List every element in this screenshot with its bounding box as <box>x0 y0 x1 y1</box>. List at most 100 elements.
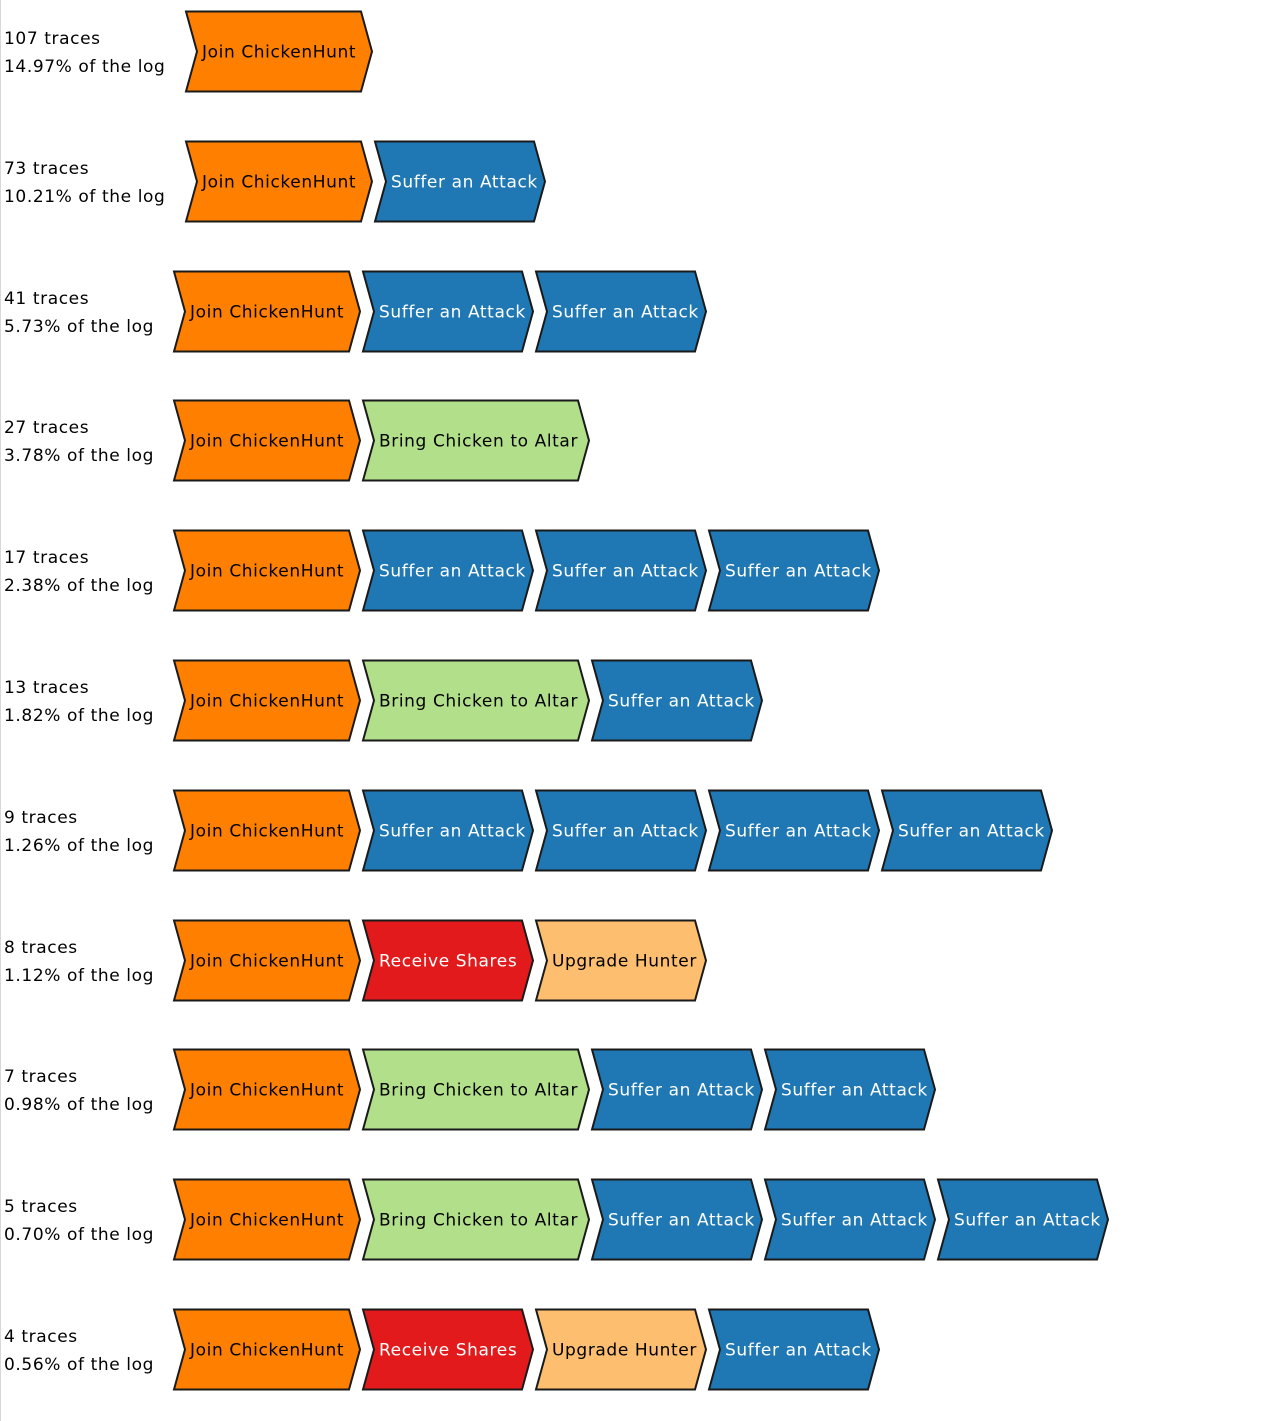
activity-chevron-join-chickenhunt: Join ChickenHunt <box>172 1178 362 1261</box>
activity-label: Bring Chicken to Altar <box>379 692 578 712</box>
activity-sequence: Join ChickenHunt Bring Chicken to Altar Su… <box>172 1178 1110 1261</box>
variant-stats: 27 traces 3.78% of the log <box>4 414 154 470</box>
log-percentage: 0.98% of the log <box>4 1095 155 1116</box>
activity-label: Suffer an Attack <box>379 562 526 582</box>
activity-label: Suffer an Attack <box>781 1211 928 1231</box>
activity-chevron-suffer-an-attack: Suffer an Attack <box>590 1178 764 1261</box>
activity-label: Bring Chicken to Altar <box>379 1081 578 1101</box>
log-percentage: 2.38% of the log <box>4 576 155 597</box>
trace-count: 41 traces <box>4 288 90 309</box>
variant-stats: 17 traces 2.38% of the log <box>4 544 154 600</box>
activity-label: Join ChickenHunt <box>189 951 344 971</box>
activity-chevron-suffer-an-attack: Suffer an Attack <box>590 659 764 742</box>
activity-chevron-join-chickenhunt: Join ChickenHunt <box>172 659 362 742</box>
activity-sequence: Join ChickenHunt Bring Chicken to Altar Su… <box>172 1048 937 1131</box>
chevron-shape <box>361 659 591 742</box>
activity-chevron-join-chickenhunt: Join ChickenHunt <box>172 270 362 353</box>
activity-sequence: Join ChickenHunt Receive Shares Upgrade Hu… <box>172 1308 881 1391</box>
activity-label: Join ChickenHunt <box>201 43 356 63</box>
chevron-shape <box>590 659 764 742</box>
activity-chevron-join-chickenhunt: Join ChickenHunt <box>172 919 362 1002</box>
chevron-shape <box>361 789 535 872</box>
activity-sequence: Join ChickenHunt Suffer an Attack Suffer a… <box>172 789 1054 872</box>
activity-sequence: Join ChickenHunt Suffer an Attack <box>184 140 547 223</box>
activity-label: Receive Shares <box>379 951 517 971</box>
chevron-shape <box>534 789 708 872</box>
chevron-shape <box>763 1048 937 1131</box>
activity-label: Join ChickenHunt <box>189 562 344 582</box>
activity-label: Suffer an Attack <box>954 1211 1101 1231</box>
activity-label: Suffer an Attack <box>608 1211 755 1231</box>
activity-sequence: Join ChickenHunt Suffer an Attack Suffer a… <box>172 270 708 353</box>
chevron-shape <box>763 1178 937 1261</box>
chevron-shape <box>184 140 374 223</box>
activity-label: Upgrade Hunter <box>552 951 697 971</box>
trace-count: 4 traces <box>4 1327 78 1347</box>
activity-chevron-suffer-an-attack: Suffer an Attack <box>763 1178 937 1261</box>
variant-stats: 8 traces 1.12% of the log <box>4 934 154 990</box>
activity-chevron-suffer-an-attack: Suffer an Attack <box>707 789 881 872</box>
trace-variant: 5 traces 0.70% of the log Join ChickenHunt… <box>0 1178 1281 1261</box>
activity-chevron-upgrade-hunter: Upgrade Hunter <box>534 919 708 1002</box>
activity-label: Join ChickenHunt <box>189 1341 344 1361</box>
log-percentage: 1.82% of the log <box>4 706 155 726</box>
activity-label: Suffer an Attack <box>781 1081 928 1101</box>
chevron-shape <box>361 1308 535 1391</box>
trace-count: 7 traces <box>4 1067 78 1088</box>
trace-variant: 13 traces 1.82% of the log Join ChickenHun… <box>0 659 1281 742</box>
activity-label: Suffer an Attack <box>898 821 1045 841</box>
activity-chevron-suffer-an-attack: Suffer an Attack <box>763 1048 937 1131</box>
left-border <box>0 0 1 1421</box>
activity-label: Suffer an Attack <box>379 302 526 322</box>
chevron-shape <box>534 919 708 1002</box>
log-percentage: 14.97% of the log <box>4 57 166 77</box>
variant-stats: 13 traces 1.82% of the log <box>4 674 154 730</box>
activity-chevron-join-chickenhunt: Join ChickenHunt <box>184 140 374 223</box>
chevron-shape <box>373 140 547 223</box>
trace-variant: 9 traces 1.26% of the log Join ChickenHunt… <box>0 789 1281 872</box>
activity-label: Join ChickenHunt <box>189 432 344 452</box>
log-percentage: 5.73% of the log <box>4 316 155 337</box>
activity-chevron-join-chickenhunt: Join ChickenHunt <box>184 10 374 93</box>
activity-label: Suffer an Attack <box>391 172 538 192</box>
chevron-shape <box>534 1308 708 1391</box>
trace-count: 9 traces <box>4 807 78 828</box>
chevron-shape <box>534 270 708 353</box>
activity-label: Bring Chicken to Altar <box>379 432 578 452</box>
activity-chevron-join-chickenhunt: Join ChickenHunt <box>172 529 362 612</box>
activity-sequence: Join ChickenHunt Bring Chicken to Altar <box>172 399 591 482</box>
chevron-shape <box>590 1048 764 1131</box>
chevron-shape <box>361 529 535 612</box>
activity-label: Join ChickenHunt <box>189 302 344 322</box>
activity-label: Suffer an Attack <box>379 821 526 841</box>
activity-label: Suffer an Attack <box>608 692 755 712</box>
activity-chevron-suffer-an-attack: Suffer an Attack <box>534 789 708 872</box>
chevron-shape <box>707 529 881 612</box>
log-percentage: 3.78% of the log <box>4 446 155 467</box>
trace-count: 73 traces <box>4 158 90 179</box>
activity-chevron-receive-shares: Receive Shares <box>361 919 535 1002</box>
activity-sequence: Join ChickenHunt Bring Chicken to Altar Su… <box>172 659 764 742</box>
activity-label: Suffer an Attack <box>725 1341 872 1361</box>
activity-chevron-suffer-an-attack: Suffer an Attack <box>373 140 547 223</box>
variant-stats: 107 traces 14.97% of the log <box>4 25 165 81</box>
activity-chevron-suffer-an-attack: Suffer an Attack <box>880 789 1054 872</box>
trace-count: 17 traces <box>4 548 90 569</box>
activity-chevron-join-chickenhunt: Join ChickenHunt <box>172 1048 362 1131</box>
activity-label: Join ChickenHunt <box>189 692 344 712</box>
log-percentage: 1.26% of the log <box>4 835 155 856</box>
activity-chevron-suffer-an-attack: Suffer an Attack <box>707 529 881 612</box>
activity-label: Suffer an Attack <box>552 562 699 582</box>
trace-count: 13 traces <box>4 678 90 698</box>
trace-count: 8 traces <box>4 937 78 958</box>
activity-label: Suffer an Attack <box>608 1081 755 1101</box>
activity-chevron-receive-shares: Receive Shares <box>361 1308 535 1391</box>
activity-chevron-suffer-an-attack: Suffer an Attack <box>590 1048 764 1131</box>
chevron-shape <box>172 1308 362 1391</box>
log-percentage: 10.21% of the log <box>4 186 166 207</box>
activity-label: Join ChickenHunt <box>201 172 356 192</box>
activity-label: Upgrade Hunter <box>552 1341 697 1361</box>
activity-chevron-join-chickenhunt: Join ChickenHunt <box>172 789 362 872</box>
chevron-shape <box>172 1048 362 1131</box>
